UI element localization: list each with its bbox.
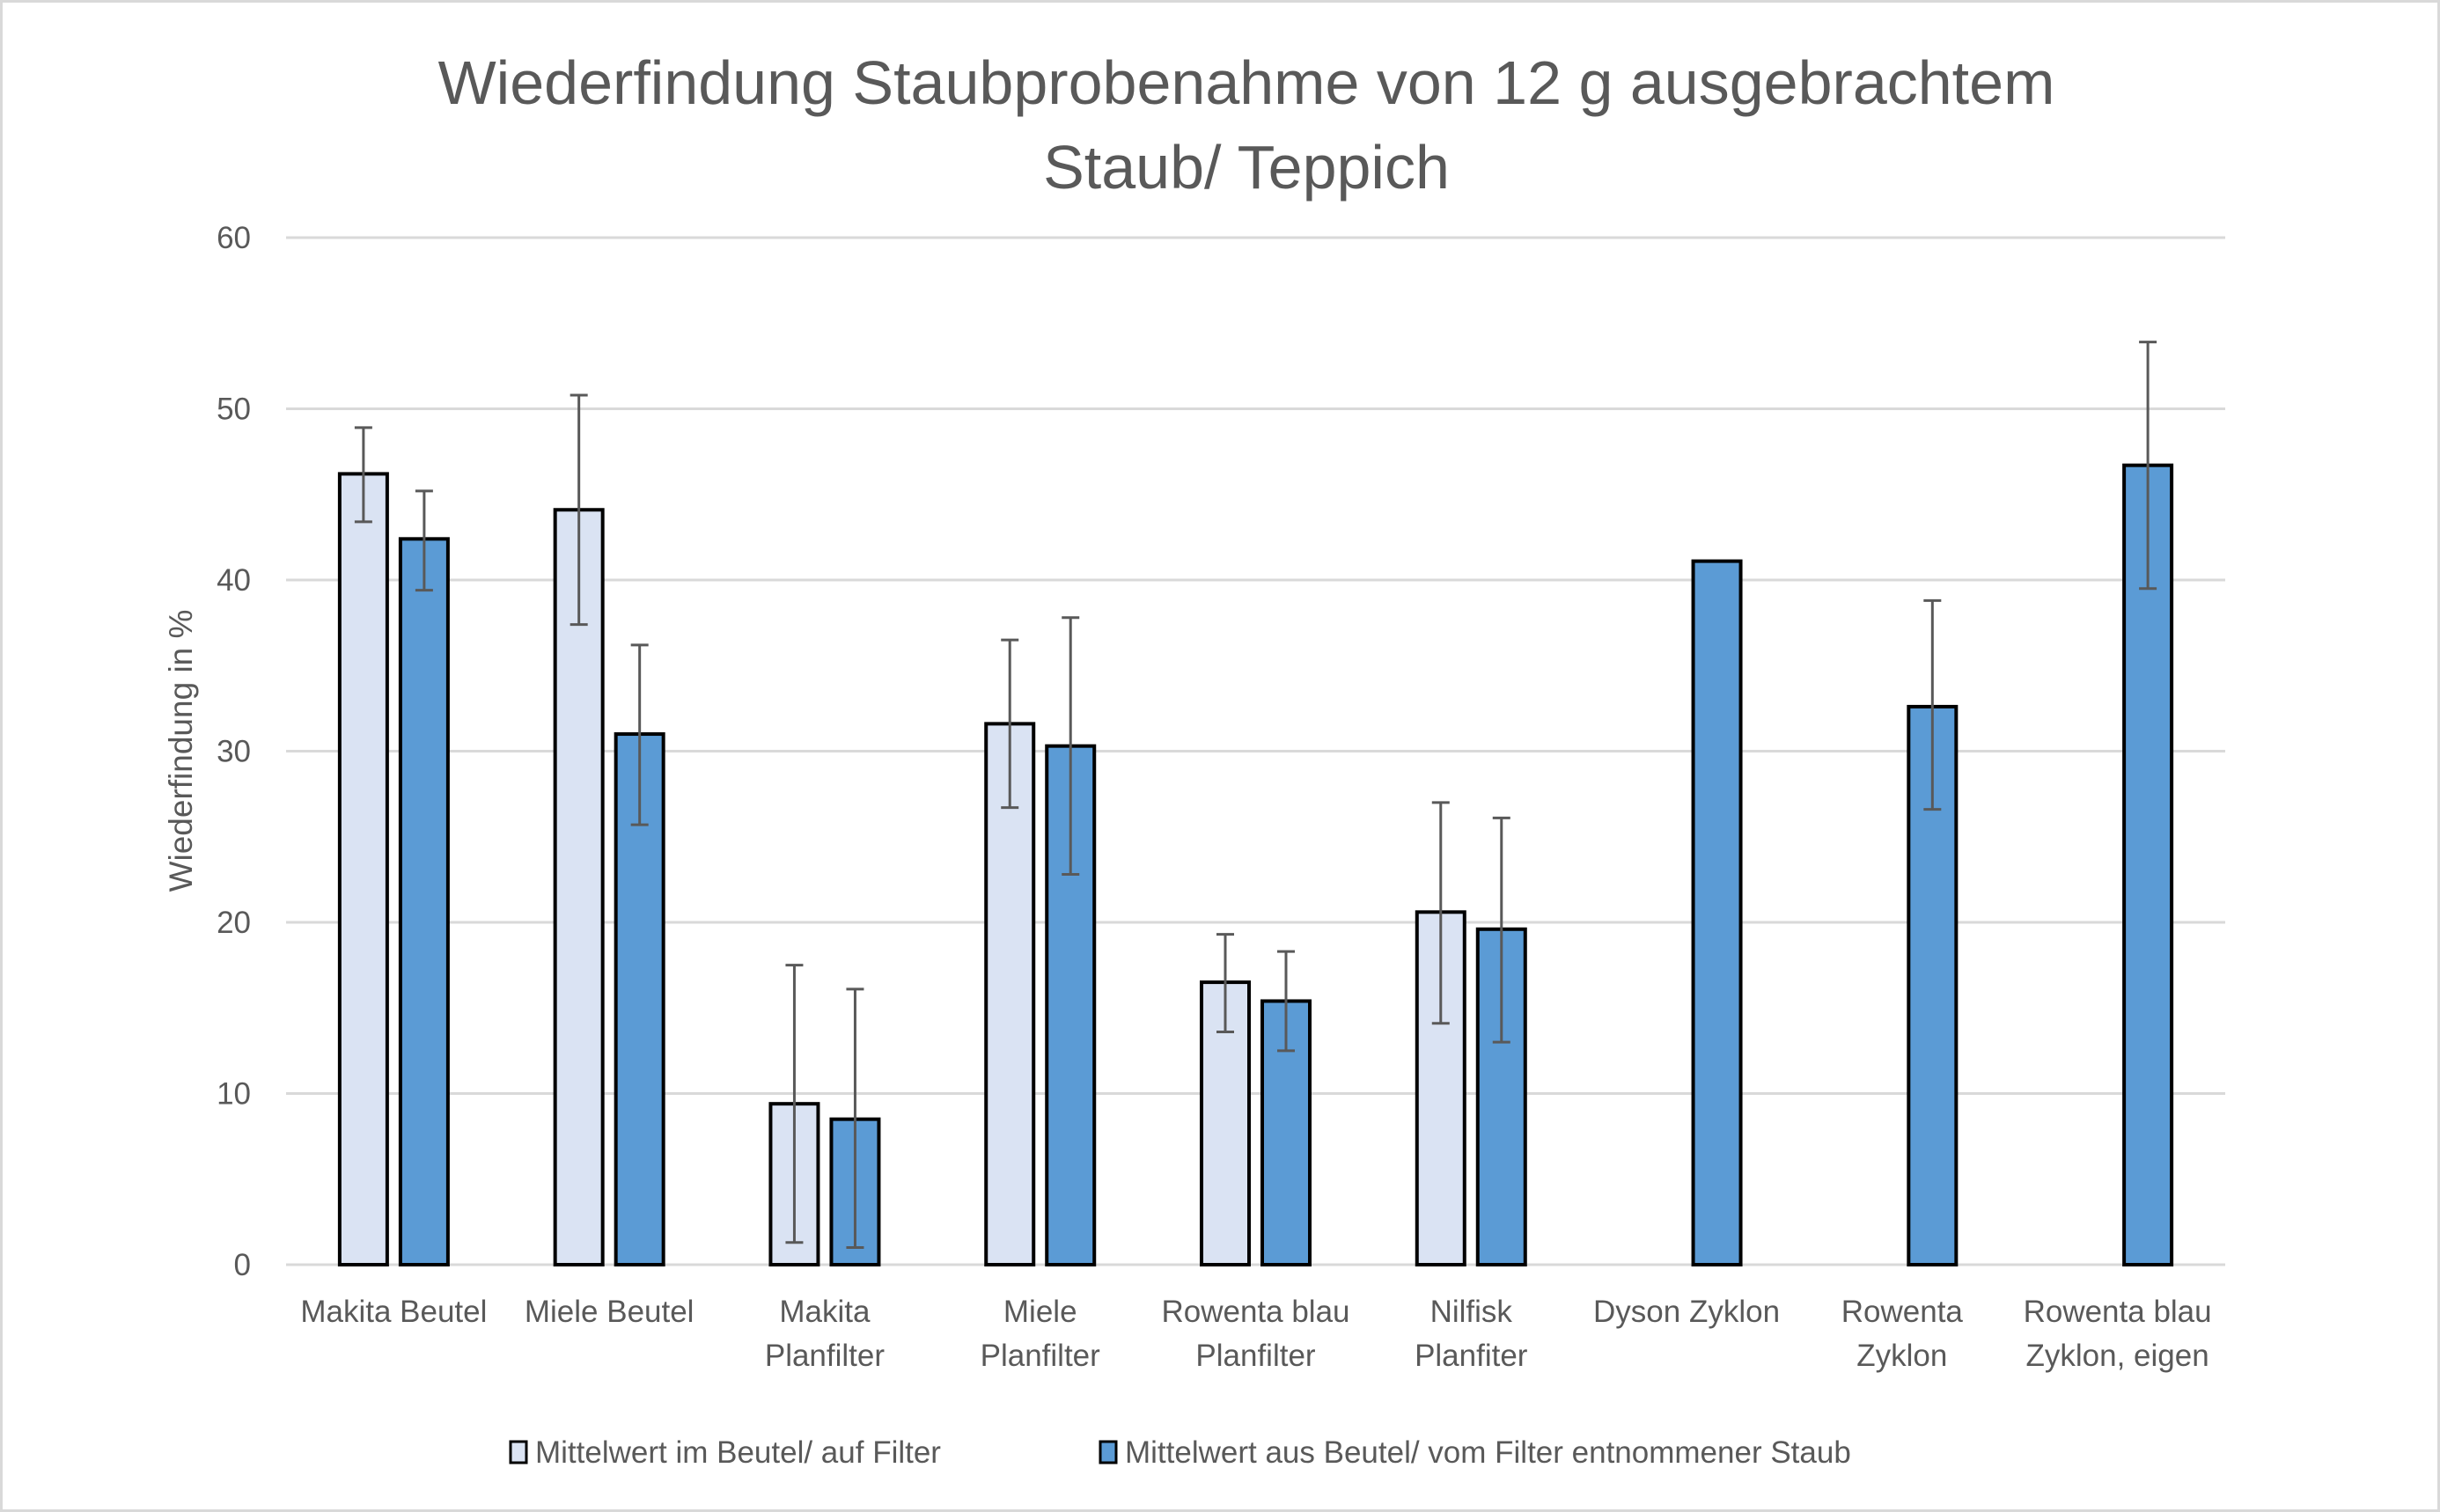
category-label: Rowenta blau	[2024, 1295, 2212, 1329]
category-label: Zyklon	[1856, 1339, 1947, 1373]
category-label: Planfilter	[765, 1339, 886, 1373]
category-label: Miele	[1003, 1295, 1077, 1329]
bars	[337, 463, 2174, 1267]
legend-label: Mittelwert aus Beutel/ vom Filter entnom…	[1125, 1435, 1851, 1470]
bar-im-beutel	[337, 472, 389, 1266]
chart-title-line-2: Staub/ Teppich	[1043, 133, 1450, 202]
category-label: Planfilter	[981, 1339, 1101, 1373]
bar-entnommen	[1045, 744, 1097, 1266]
error-bar	[415, 489, 433, 592]
y-axis-label: Wiederfindung in %	[163, 610, 199, 892]
error-bar	[1062, 616, 1080, 877]
legend-item: Mittelwert aus Beutel/ vom Filter entnom…	[1099, 1435, 1851, 1470]
chart-title-line-1: Wiederfindung Staubprobenahme von 12 g a…	[438, 48, 2055, 117]
error-bar	[2139, 341, 2157, 591]
error-bar	[1923, 598, 1942, 811]
legend-item: Mittelwert im Beutel/ auf Filter	[509, 1435, 941, 1470]
y-tick-label: 0	[234, 1248, 251, 1282]
category-label: Rowenta	[1841, 1295, 1964, 1329]
error-bar	[354, 426, 372, 524]
error-bar	[630, 643, 649, 826]
category-label: Planfiter	[1415, 1339, 1528, 1373]
y-axis-ticks: 0 10 20 30 40 50 60	[217, 221, 251, 1282]
x-axis-categories: Makita Beutel Miele Beutel Makita Planfilte…	[300, 1295, 2211, 1373]
category-label: Miele Beutel	[525, 1295, 695, 1329]
y-tick-label: 60	[217, 221, 251, 255]
bar-im-beutel	[553, 508, 605, 1266]
category-label: Makita	[779, 1295, 871, 1329]
y-tick-label: 40	[217, 563, 251, 598]
category-label: Nilfisk	[1430, 1295, 1513, 1329]
y-tick-label: 20	[217, 906, 251, 940]
error-bar	[570, 393, 588, 627]
error-bar	[1216, 933, 1234, 1033]
category-label: Planfilter	[1195, 1339, 1316, 1373]
error-bar	[1001, 638, 1019, 810]
bar-entnommen	[398, 537, 450, 1266]
legend-swatch	[1099, 1440, 1118, 1464]
y-tick-label: 30	[217, 735, 251, 769]
category-label: Makita Beutel	[300, 1295, 487, 1329]
category-label: Dyson Zyklon	[1593, 1295, 1780, 1329]
y-tick-label: 10	[217, 1077, 251, 1112]
legend-label: Mittelwert im Beutel/ auf Filter	[535, 1435, 941, 1470]
chart-title: Wiederfindung Staubprobenahme von 12 g a…	[438, 48, 2055, 202]
bar-entnommen	[1691, 559, 1743, 1266]
error-bars	[354, 341, 2157, 1250]
bar-entnommen	[2122, 463, 2174, 1266]
legend-swatch	[509, 1440, 528, 1464]
error-bar	[1431, 801, 1450, 1025]
legend: Mittelwert im Beutel/ auf Filter Mittelwe…	[509, 1435, 1851, 1470]
gridlines	[286, 236, 2225, 1266]
bar-im-beutel	[984, 722, 1036, 1266]
category-label: Rowenta blau	[1161, 1295, 1349, 1329]
error-bar	[1492, 816, 1510, 1044]
error-bar	[785, 964, 804, 1244]
category-label: Zyklon, eigen	[2026, 1339, 2209, 1373]
error-bar	[1277, 950, 1295, 1053]
bar-im-beutel	[1200, 980, 1251, 1266]
y-tick-label: 50	[217, 393, 251, 427]
error-bar	[846, 987, 864, 1250]
